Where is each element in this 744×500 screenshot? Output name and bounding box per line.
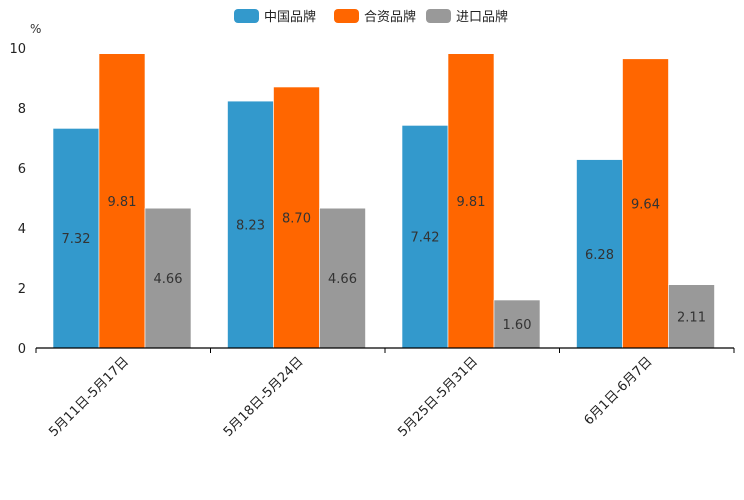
bar-3-1	[144, 207, 192, 349]
bar-value-label: 6.28	[585, 248, 614, 263]
bar-value-label: 1.60	[503, 318, 532, 333]
bar-value-label: 8.23	[236, 219, 265, 234]
legend-swatch-3	[426, 9, 451, 23]
bar-2-3	[447, 53, 495, 349]
bar-2-1	[98, 53, 146, 349]
bar-3-2	[319, 207, 366, 349]
x-axis-labels: 5月11日-5月17日 5月18日-5月24日 5月25日-5月31日 6月1日-6月…	[46, 354, 655, 440]
legend-label-3: 进口品牌	[456, 9, 508, 25]
y-tick-label: 2	[18, 282, 26, 297]
legend-swatch-1	[234, 9, 259, 23]
legend-swatch-2	[334, 9, 359, 23]
bar-value-label: 9.64	[631, 197, 660, 212]
bar-1-4	[576, 159, 623, 349]
y-tick-label: 8	[18, 102, 26, 117]
bar-3-4	[668, 284, 715, 349]
y-tick-label: 4	[18, 222, 26, 237]
x-axis-ticks	[35, 348, 735, 353]
y-axis-unit-label: %	[30, 22, 41, 36]
bar-value-label: 7.32	[62, 232, 91, 247]
bar-value-label: 9.81	[108, 195, 137, 210]
bar-value-label: 8.70	[282, 212, 311, 227]
bars	[52, 53, 715, 349]
bar-value-label: 7.42	[411, 231, 440, 246]
bar-value-label: 2.11	[677, 310, 706, 325]
x-tick-label: 5月25日-5月31日	[395, 354, 481, 440]
bar-1-2	[227, 100, 274, 349]
x-tick-label: 5月18日-5月24日	[221, 354, 307, 440]
x-tick-label: 6月1日-6月7日	[581, 354, 655, 428]
bar-value-labels: 7.32 9.81 4.66 8.23 8.70 4.66 7.42 9.81 1.60 6.28…	[62, 195, 706, 333]
legend-label-2: 合资品牌	[364, 9, 416, 25]
bar-1-1	[52, 128, 100, 349]
legend-label-1: 中国品牌	[264, 9, 316, 25]
bar-value-label: 4.66	[154, 272, 183, 287]
y-tick-label: 6	[18, 162, 26, 177]
bar-value-label: 9.81	[457, 195, 486, 210]
y-axis-ticks: 0 2 4 6 8 10	[9, 42, 26, 357]
y-tick-label: 0	[18, 342, 26, 357]
y-tick-label: 10	[9, 42, 26, 57]
bar-2-4	[622, 58, 669, 349]
x-tick-label: 5月11日-5月17日	[46, 354, 132, 440]
bar-value-label: 4.66	[328, 272, 357, 287]
bar-2-2	[273, 86, 320, 349]
legend: 中国品牌 合资品牌 进口品牌	[234, 9, 508, 25]
